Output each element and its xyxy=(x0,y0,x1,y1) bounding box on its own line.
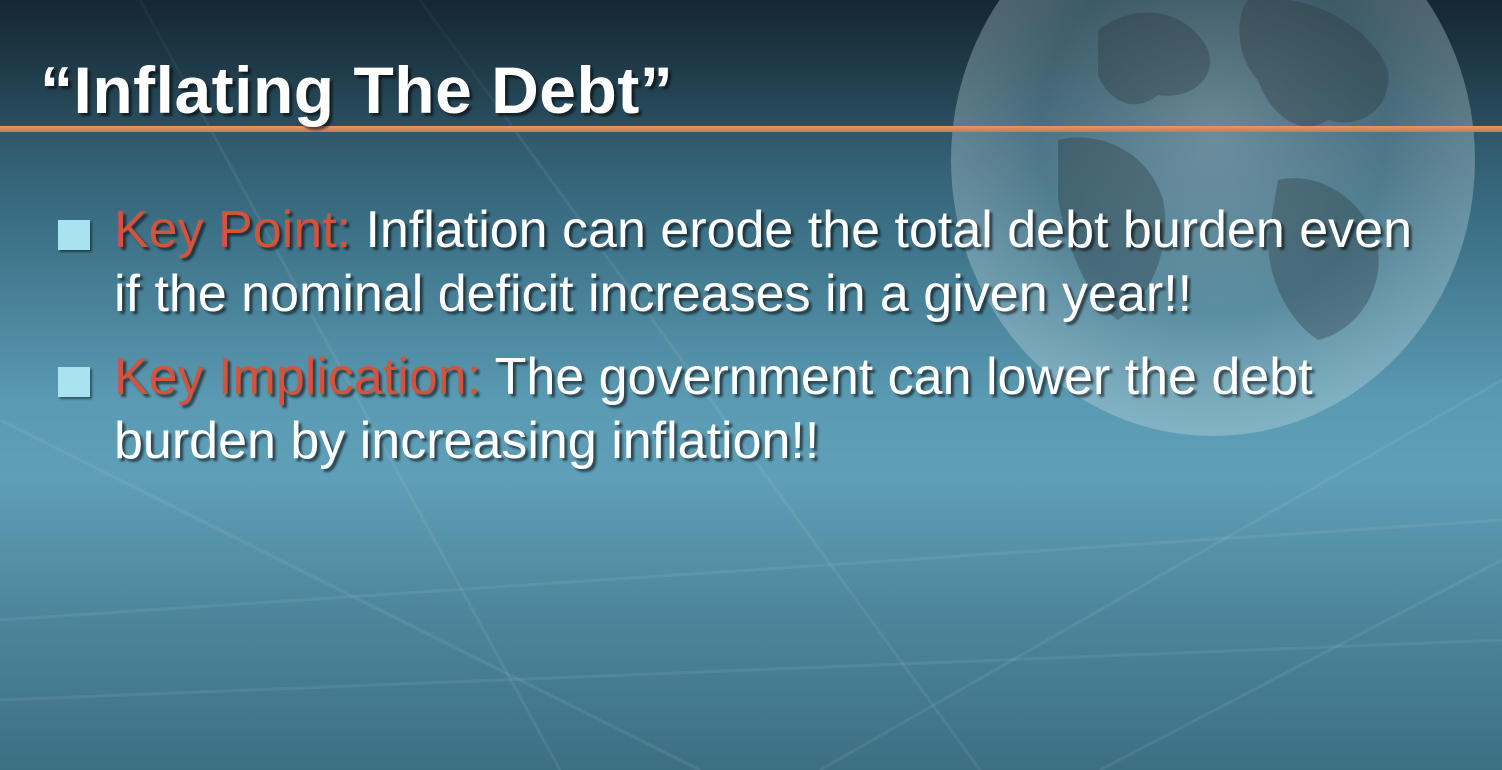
bullet-text: Inflation can erode the total debt burde… xyxy=(114,201,1413,323)
bullet-keyword: Key Point: xyxy=(114,201,366,259)
slide-title: “Inflating The Debt” xyxy=(40,53,674,127)
bullet-item-key-implication: Key Implication: The government can lowe… xyxy=(58,345,1438,473)
globe-icon xyxy=(951,0,1475,436)
bullet-item-key-point: Key Point: Inflation can erode the total… xyxy=(58,198,1438,326)
square-bullet-icon xyxy=(58,220,90,250)
bullet-text: The government can lower the debt burden… xyxy=(114,348,1313,470)
title-divider-rule xyxy=(0,126,1502,132)
bullet-list: Key Point: Inflation can erode the total… xyxy=(58,198,1438,473)
bullet-keyword: Key Implication: xyxy=(114,348,495,406)
square-bullet-icon xyxy=(58,367,90,397)
